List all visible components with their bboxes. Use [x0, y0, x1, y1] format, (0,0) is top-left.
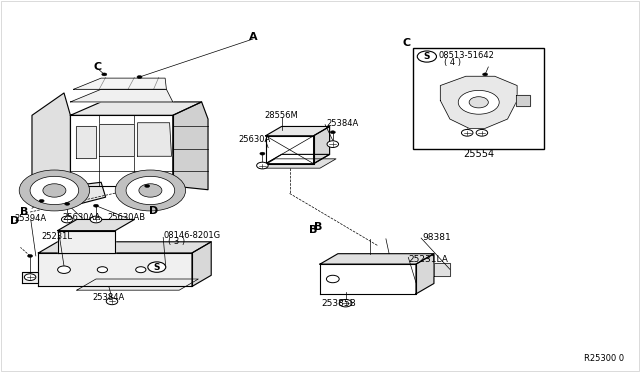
- Text: A: A: [248, 32, 257, 42]
- Circle shape: [19, 170, 90, 211]
- Text: 25384A: 25384A: [326, 119, 358, 128]
- Text: 25385B: 25385B: [322, 299, 356, 308]
- Circle shape: [30, 176, 79, 205]
- Polygon shape: [440, 76, 517, 128]
- Text: 25384A: 25384A: [93, 293, 125, 302]
- Polygon shape: [138, 123, 172, 156]
- Circle shape: [115, 170, 186, 211]
- Polygon shape: [38, 253, 192, 286]
- Text: C: C: [94, 62, 102, 72]
- Text: C: C: [403, 38, 410, 48]
- Circle shape: [102, 73, 107, 76]
- Polygon shape: [320, 264, 416, 294]
- Text: 98381: 98381: [422, 233, 451, 242]
- Polygon shape: [38, 242, 211, 253]
- Circle shape: [24, 274, 36, 280]
- Circle shape: [330, 131, 335, 134]
- Circle shape: [145, 185, 150, 187]
- Text: B: B: [20, 207, 29, 217]
- Polygon shape: [266, 126, 330, 136]
- Polygon shape: [74, 78, 166, 89]
- Circle shape: [90, 216, 102, 223]
- Circle shape: [326, 275, 339, 283]
- Polygon shape: [173, 102, 208, 190]
- Polygon shape: [32, 93, 70, 190]
- Polygon shape: [259, 159, 336, 168]
- Circle shape: [148, 262, 166, 272]
- Bar: [413, 48, 544, 149]
- Text: 25231L: 25231L: [42, 232, 72, 241]
- Polygon shape: [320, 254, 434, 264]
- Circle shape: [28, 254, 33, 257]
- Text: B: B: [309, 225, 318, 234]
- Circle shape: [469, 97, 488, 108]
- Text: 25630A: 25630A: [238, 135, 270, 144]
- Polygon shape: [516, 95, 530, 106]
- Polygon shape: [22, 272, 38, 283]
- Text: 25231LA: 25231LA: [408, 255, 448, 264]
- Circle shape: [327, 141, 339, 147]
- Circle shape: [461, 129, 473, 136]
- Text: 08146-8201G: 08146-8201G: [163, 231, 220, 240]
- Text: S: S: [154, 263, 160, 272]
- Circle shape: [39, 199, 44, 202]
- Circle shape: [458, 90, 499, 114]
- Circle shape: [126, 176, 175, 205]
- Text: R25300 0: R25300 0: [584, 354, 624, 363]
- Polygon shape: [266, 154, 330, 164]
- Polygon shape: [76, 126, 96, 158]
- Polygon shape: [99, 124, 134, 156]
- Circle shape: [97, 267, 108, 273]
- Polygon shape: [416, 254, 434, 294]
- Circle shape: [43, 184, 66, 197]
- Polygon shape: [32, 186, 77, 208]
- Circle shape: [61, 216, 73, 223]
- Text: 25630AA: 25630AA: [63, 213, 101, 222]
- Circle shape: [106, 298, 118, 305]
- Text: ( 4 ): ( 4 ): [444, 58, 461, 67]
- Circle shape: [417, 51, 436, 62]
- Polygon shape: [58, 231, 115, 253]
- Circle shape: [476, 129, 488, 136]
- Text: D: D: [10, 217, 19, 226]
- Polygon shape: [266, 136, 314, 164]
- Polygon shape: [58, 219, 134, 231]
- Circle shape: [137, 76, 142, 78]
- Circle shape: [339, 299, 352, 307]
- Polygon shape: [314, 126, 330, 164]
- Text: 08513-51642: 08513-51642: [438, 51, 494, 60]
- Text: 28556M: 28556M: [265, 111, 298, 120]
- Polygon shape: [70, 182, 106, 205]
- Text: 25630AB: 25630AB: [108, 213, 146, 222]
- Circle shape: [139, 184, 162, 197]
- Polygon shape: [70, 102, 202, 115]
- Text: B: B: [314, 222, 323, 232]
- Text: 25394A: 25394A: [14, 214, 46, 223]
- Polygon shape: [434, 263, 450, 276]
- Circle shape: [58, 266, 70, 273]
- Text: D: D: [149, 206, 158, 216]
- Text: 25554: 25554: [463, 150, 494, 159]
- Circle shape: [136, 267, 146, 273]
- Polygon shape: [70, 115, 173, 186]
- Circle shape: [483, 73, 488, 76]
- Polygon shape: [77, 279, 198, 290]
- Polygon shape: [192, 242, 211, 286]
- Circle shape: [65, 202, 70, 205]
- Polygon shape: [70, 89, 173, 102]
- Circle shape: [93, 204, 99, 207]
- Circle shape: [260, 152, 265, 155]
- Text: ( 3 ): ( 3 ): [168, 237, 185, 246]
- Text: S: S: [424, 52, 430, 61]
- Circle shape: [257, 162, 268, 169]
